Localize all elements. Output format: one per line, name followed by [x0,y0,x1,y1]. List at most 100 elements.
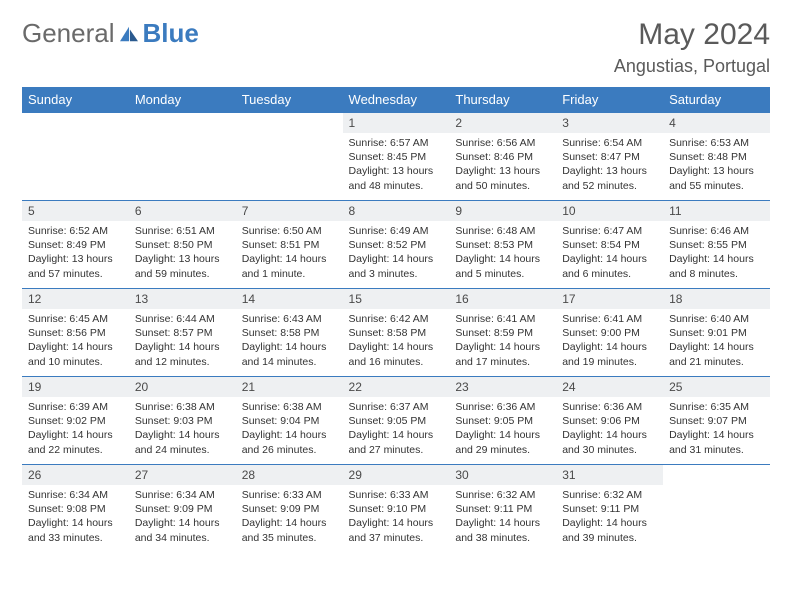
sunset-text: Sunset: 8:50 PM [135,238,230,252]
calendar-cell: 14Sunrise: 6:43 AMSunset: 8:58 PMDayligh… [236,289,343,377]
day-details: Sunrise: 6:38 AMSunset: 9:04 PMDaylight:… [236,397,343,463]
calendar-cell: 23Sunrise: 6:36 AMSunset: 9:05 PMDayligh… [449,377,556,465]
day-details: Sunrise: 6:34 AMSunset: 9:09 PMDaylight:… [129,485,236,551]
day-number: 9 [449,201,556,221]
weekday-header: Saturday [663,87,770,113]
sunrise-text: Sunrise: 6:41 AM [455,312,550,326]
brand-part1: General [22,18,115,49]
calendar-cell [22,113,129,201]
daylight-text: Daylight: 14 hours and 1 minute. [242,252,337,280]
daylight-text: Daylight: 14 hours and 29 minutes. [455,428,550,456]
daylight-text: Daylight: 14 hours and 12 minutes. [135,340,230,368]
day-details: Sunrise: 6:48 AMSunset: 8:53 PMDaylight:… [449,221,556,287]
sunrise-text: Sunrise: 6:34 AM [135,488,230,502]
day-number: 27 [129,465,236,485]
daylight-text: Daylight: 14 hours and 37 minutes. [349,516,444,544]
daylight-text: Daylight: 14 hours and 35 minutes. [242,516,337,544]
day-number: 24 [556,377,663,397]
calendar-row: 19Sunrise: 6:39 AMSunset: 9:02 PMDayligh… [22,377,770,465]
calendar-cell: 13Sunrise: 6:44 AMSunset: 8:57 PMDayligh… [129,289,236,377]
calendar-cell: 17Sunrise: 6:41 AMSunset: 9:00 PMDayligh… [556,289,663,377]
day-number: 6 [129,201,236,221]
calendar-cell: 10Sunrise: 6:47 AMSunset: 8:54 PMDayligh… [556,201,663,289]
calendar-cell: 5Sunrise: 6:52 AMSunset: 8:49 PMDaylight… [22,201,129,289]
day-details: Sunrise: 6:32 AMSunset: 9:11 PMDaylight:… [449,485,556,551]
daylight-text: Daylight: 14 hours and 3 minutes. [349,252,444,280]
calendar-cell: 21Sunrise: 6:38 AMSunset: 9:04 PMDayligh… [236,377,343,465]
day-details: Sunrise: 6:56 AMSunset: 8:46 PMDaylight:… [449,133,556,199]
sunrise-text: Sunrise: 6:45 AM [28,312,123,326]
sunset-text: Sunset: 9:10 PM [349,502,444,516]
sunset-text: Sunset: 8:54 PM [562,238,657,252]
daylight-text: Daylight: 14 hours and 14 minutes. [242,340,337,368]
calendar-cell: 27Sunrise: 6:34 AMSunset: 9:09 PMDayligh… [129,465,236,553]
day-details: Sunrise: 6:34 AMSunset: 9:08 PMDaylight:… [22,485,129,551]
day-details: Sunrise: 6:53 AMSunset: 8:48 PMDaylight:… [663,133,770,199]
day-details [663,471,770,480]
calendar-cell: 8Sunrise: 6:49 AMSunset: 8:52 PMDaylight… [343,201,450,289]
sunrise-text: Sunrise: 6:36 AM [562,400,657,414]
calendar-cell [129,113,236,201]
location-label: Angustias, Portugal [614,56,770,77]
calendar-cell: 28Sunrise: 6:33 AMSunset: 9:09 PMDayligh… [236,465,343,553]
day-details: Sunrise: 6:49 AMSunset: 8:52 PMDaylight:… [343,221,450,287]
sunrise-text: Sunrise: 6:40 AM [669,312,764,326]
sunset-text: Sunset: 9:08 PM [28,502,123,516]
day-number: 2 [449,113,556,133]
sunrise-text: Sunrise: 6:48 AM [455,224,550,238]
calendar-cell: 6Sunrise: 6:51 AMSunset: 8:50 PMDaylight… [129,201,236,289]
daylight-text: Daylight: 14 hours and 10 minutes. [28,340,123,368]
daylight-text: Daylight: 14 hours and 8 minutes. [669,252,764,280]
day-number: 21 [236,377,343,397]
day-details: Sunrise: 6:33 AMSunset: 9:10 PMDaylight:… [343,485,450,551]
day-number: 8 [343,201,450,221]
day-number: 5 [22,201,129,221]
calendar-row: 12Sunrise: 6:45 AMSunset: 8:56 PMDayligh… [22,289,770,377]
sunrise-text: Sunrise: 6:33 AM [349,488,444,502]
brand-part2: Blue [143,18,199,49]
day-details: Sunrise: 6:40 AMSunset: 9:01 PMDaylight:… [663,309,770,375]
sunset-text: Sunset: 8:53 PM [455,238,550,252]
daylight-text: Daylight: 14 hours and 6 minutes. [562,252,657,280]
day-details: Sunrise: 6:35 AMSunset: 9:07 PMDaylight:… [663,397,770,463]
calendar-cell: 25Sunrise: 6:35 AMSunset: 9:07 PMDayligh… [663,377,770,465]
day-number: 28 [236,465,343,485]
sunset-text: Sunset: 9:00 PM [562,326,657,340]
calendar-cell: 18Sunrise: 6:40 AMSunset: 9:01 PMDayligh… [663,289,770,377]
day-number: 18 [663,289,770,309]
daylight-text: Daylight: 14 hours and 26 minutes. [242,428,337,456]
calendar-cell: 22Sunrise: 6:37 AMSunset: 9:05 PMDayligh… [343,377,450,465]
sunset-text: Sunset: 8:57 PM [135,326,230,340]
sunrise-text: Sunrise: 6:54 AM [562,136,657,150]
day-details: Sunrise: 6:38 AMSunset: 9:03 PMDaylight:… [129,397,236,463]
sunrise-text: Sunrise: 6:49 AM [349,224,444,238]
day-details: Sunrise: 6:50 AMSunset: 8:51 PMDaylight:… [236,221,343,287]
day-number: 7 [236,201,343,221]
day-number: 16 [449,289,556,309]
sunset-text: Sunset: 9:07 PM [669,414,764,428]
sunset-text: Sunset: 8:56 PM [28,326,123,340]
sunrise-text: Sunrise: 6:35 AM [669,400,764,414]
sunset-text: Sunset: 8:52 PM [349,238,444,252]
calendar-cell: 2Sunrise: 6:56 AMSunset: 8:46 PMDaylight… [449,113,556,201]
sunrise-text: Sunrise: 6:51 AM [135,224,230,238]
day-number: 11 [663,201,770,221]
day-details [129,119,236,128]
weekday-header: Tuesday [236,87,343,113]
day-details: Sunrise: 6:32 AMSunset: 9:11 PMDaylight:… [556,485,663,551]
sunset-text: Sunset: 9:06 PM [562,414,657,428]
weekday-header: Thursday [449,87,556,113]
weekday-header: Sunday [22,87,129,113]
calendar-cell: 16Sunrise: 6:41 AMSunset: 8:59 PMDayligh… [449,289,556,377]
calendar-cell: 4Sunrise: 6:53 AMSunset: 8:48 PMDaylight… [663,113,770,201]
weekday-header-row: Sunday Monday Tuesday Wednesday Thursday… [22,87,770,113]
calendar-cell: 11Sunrise: 6:46 AMSunset: 8:55 PMDayligh… [663,201,770,289]
sunset-text: Sunset: 9:11 PM [455,502,550,516]
day-number: 17 [556,289,663,309]
day-number: 19 [22,377,129,397]
sunrise-text: Sunrise: 6:34 AM [28,488,123,502]
calendar-cell: 12Sunrise: 6:45 AMSunset: 8:56 PMDayligh… [22,289,129,377]
day-details [22,119,129,128]
sunrise-text: Sunrise: 6:39 AM [28,400,123,414]
calendar-row: 1Sunrise: 6:57 AMSunset: 8:45 PMDaylight… [22,113,770,201]
